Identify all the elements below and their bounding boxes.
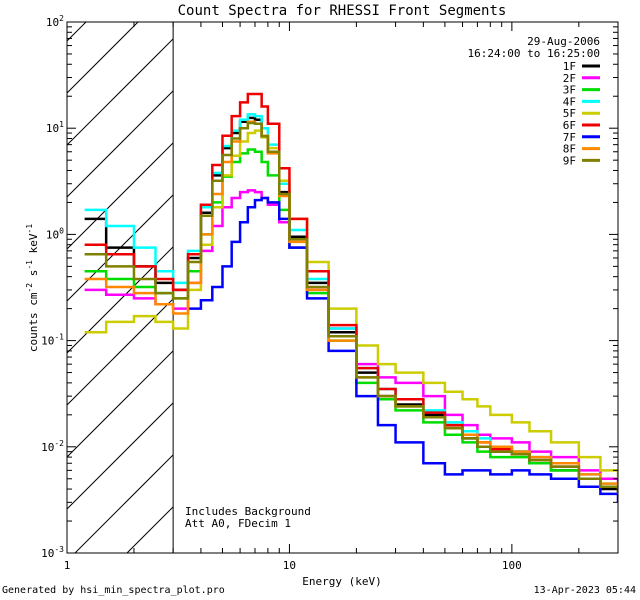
y-label-part-1: counts cm xyxy=(27,292,40,352)
hatch-line xyxy=(67,246,174,354)
x-tick-label: 10 xyxy=(283,559,296,572)
series-line-3F xyxy=(84,148,618,492)
series-line-4F xyxy=(84,113,618,490)
hatch-line xyxy=(67,298,174,406)
y-label-exp-2: -1 xyxy=(25,260,34,270)
legend-label-7F: 7F xyxy=(563,131,576,144)
axis-tick-labels: 1 10 100 10-3 10-2 10-1 100 101 102 xyxy=(41,14,522,572)
excluded-region-hatch xyxy=(67,22,174,553)
observation-time-range: 16:24:00 to 16:25:00 xyxy=(468,47,600,60)
hatch-line xyxy=(67,22,139,94)
legend-label-4F: 4F xyxy=(563,95,576,108)
series-line-1F xyxy=(84,116,618,496)
hatch-line xyxy=(67,350,174,458)
hatch-line xyxy=(67,22,87,42)
legend-label-3F: 3F xyxy=(563,84,576,97)
legend-label-8F: 8F xyxy=(563,143,576,156)
annotation-attenuator: Att A0, FDecim 1 xyxy=(185,517,291,530)
legend-label-1F: 1F xyxy=(563,60,576,73)
axis-ticks xyxy=(66,21,619,554)
legend-label-5F: 5F xyxy=(563,107,576,120)
y-tick-label: 10-2 xyxy=(41,439,64,454)
y-label-part-2: s xyxy=(27,270,40,283)
hatch-line xyxy=(74,454,174,553)
legend-label-2F: 2F xyxy=(563,72,576,85)
x-tick-label: 1 xyxy=(64,559,71,572)
legend-label-6F: 6F xyxy=(563,119,576,132)
y-tick-label: 10-3 xyxy=(41,545,64,560)
hatch-line xyxy=(67,90,174,198)
y-label-part-3: keV xyxy=(27,233,40,260)
footer-generator: Generated by hsi_min_spectra_plot.pro xyxy=(2,585,225,596)
legend-label-9F: 9F xyxy=(563,154,576,167)
chart-title: Count Spectra for RHESSI Front Segments xyxy=(178,3,507,19)
series-line-7F xyxy=(188,196,618,503)
x-axis-label: Energy (keV) xyxy=(302,575,381,588)
footer-timestamp: 13-Apr-2023 05:44 xyxy=(533,585,636,596)
y-tick-label: 101 xyxy=(46,120,64,135)
x-tick-label: 100 xyxy=(502,559,522,572)
y-label-exp-3: -1 xyxy=(25,224,34,234)
y-tick-label: 100 xyxy=(46,226,64,241)
hatch-line xyxy=(67,142,174,250)
hatch-line xyxy=(67,38,174,146)
spectra-series xyxy=(84,92,618,503)
y-label-exp-1: -2 xyxy=(25,283,34,293)
hatch-line xyxy=(126,506,174,553)
y-tick-label: 102 xyxy=(46,14,64,29)
y-axis-label: counts cm-2 s-1 keV-1 xyxy=(25,224,40,352)
observation-date: 29-Aug-2006 xyxy=(527,35,600,48)
plot-frame xyxy=(66,21,619,554)
series-line-9F xyxy=(84,121,618,494)
y-tick-label: 10-1 xyxy=(41,333,64,348)
annotation-background: Includes Background xyxy=(185,505,311,518)
series-line-8F xyxy=(84,120,618,490)
hatch-line xyxy=(67,402,174,510)
